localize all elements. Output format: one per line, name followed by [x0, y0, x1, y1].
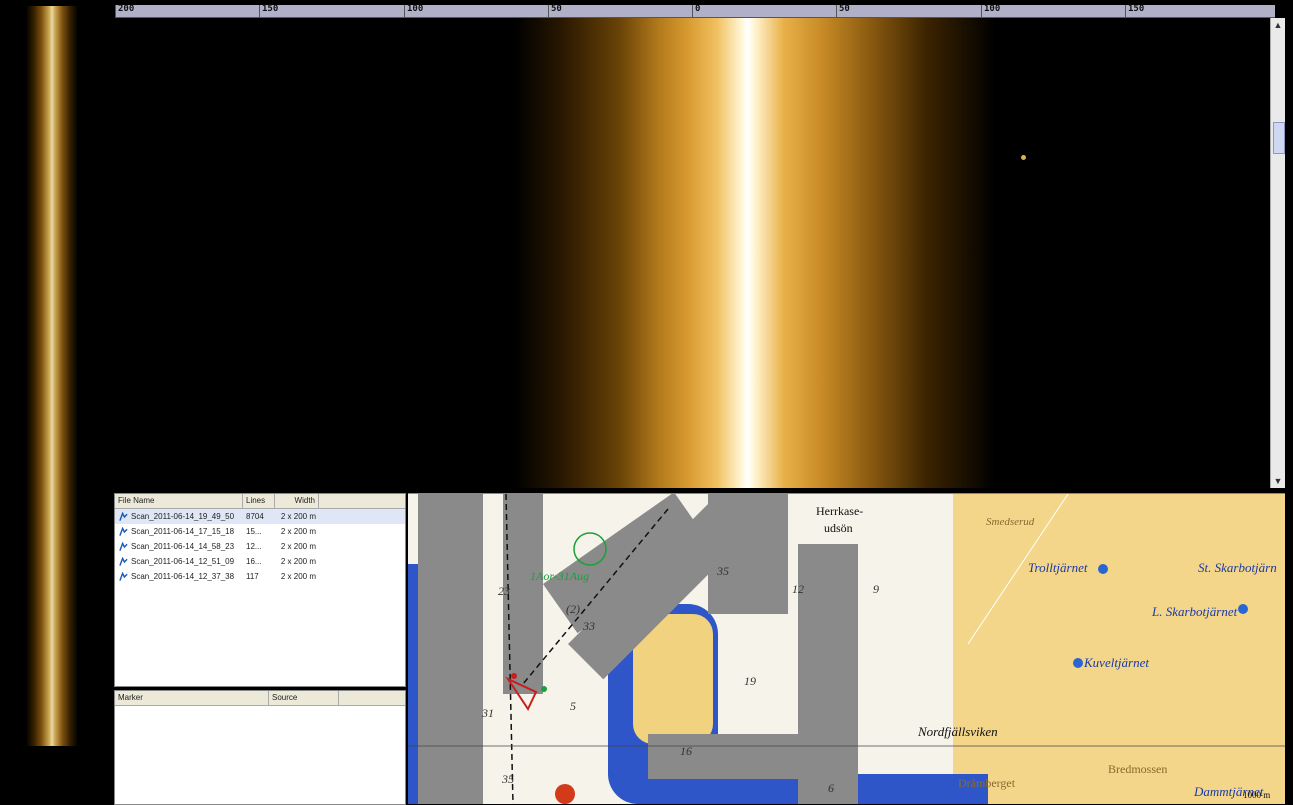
column-source[interactable]: Source [269, 691, 339, 705]
sonar-target [1021, 155, 1026, 160]
file-lines: 12... [246, 542, 262, 551]
map-label-kuveltjarnet: Kuveltjärnet [1084, 655, 1149, 670]
depth-sounding: 23 [498, 584, 510, 598]
scan-file-icon [119, 526, 128, 536]
depth-sounding: 16 [680, 744, 692, 758]
file-lines: 16... [246, 557, 262, 566]
file-width: 2 x 200 m [280, 572, 316, 581]
depth-sounding: 19 [744, 674, 756, 688]
ruler-tick [836, 5, 837, 17]
scan-file-icon [119, 571, 128, 581]
depth-sounding: 12 [792, 582, 804, 596]
file-width: 2 x 200 m [280, 542, 316, 551]
column-width[interactable]: Width [275, 494, 319, 508]
ruler-tick [1125, 5, 1126, 17]
map-label-st-skarbotjarn: St. Skarbotjärn [1198, 560, 1277, 575]
ruler-tick [404, 5, 405, 17]
depth-sounding: (2) [566, 602, 580, 616]
file-list-panel: File Name Lines Width Scan_2011-06-14_19… [114, 493, 406, 687]
scan-file-icon [119, 556, 128, 566]
file-name: Scan_2011-06-14_12_51_09 [131, 557, 235, 566]
depth-sounding: 5 [570, 699, 576, 713]
file-row[interactable]: Scan_2011-06-14_14_58_23 12... 2 x 200 m [115, 539, 405, 554]
scrollbar-thumb[interactable] [1273, 122, 1285, 154]
depth-sounding: 35 [717, 564, 729, 578]
sonar-image-view[interactable] [115, 18, 1270, 488]
survey-track [648, 734, 808, 779]
sonar-vertical-scrollbar[interactable]: ▲ ▼ [1270, 18, 1285, 488]
range-ruler: 200 150 100 50 0 50 100 150 [115, 4, 1275, 18]
chevron-up-icon[interactable]: ▲ [1273, 20, 1283, 30]
map-label-dammtjarnet: Dammtjärnet [1194, 784, 1264, 799]
ruler-label: 100 [984, 4, 1001, 14]
file-row[interactable]: Scan_2011-06-14_17_15_18 15... 2 x 200 m [115, 524, 405, 539]
depth-sounding: 9 [873, 582, 879, 596]
map-label-herrkase: Herrkase- [816, 504, 864, 518]
marker-label[interactable]: 1Aor-31Aug [530, 569, 590, 583]
ruler-tick [981, 5, 982, 17]
file-row[interactable]: Scan_2011-06-14_19_49_50 8704 2 x 200 m [115, 509, 405, 524]
lake [1238, 604, 1248, 614]
file-row[interactable]: Scan_2011-06-14_12_37_38 117 2 x 200 m [115, 569, 405, 584]
column-file-name[interactable]: File Name [115, 494, 243, 508]
waterfall-overview[interactable] [0, 0, 110, 803]
file-lines: 117 [246, 572, 259, 581]
column-marker[interactable]: Marker [115, 691, 269, 705]
marker-list-header: Marker Source [115, 691, 405, 706]
ruler-tick [115, 5, 116, 17]
depth-sounding: 35 [502, 772, 514, 786]
ruler-label: 100 [407, 4, 424, 14]
survey-track [798, 544, 858, 804]
map-label-trolltjarnet: Trolltjärnet [1028, 560, 1088, 575]
track-lines [408, 494, 1285, 804]
file-name: Scan_2011-06-14_14_58_23 [131, 542, 235, 551]
file-row[interactable]: Scan_2011-06-14_12_51_09 16... 2 x 200 m [115, 554, 405, 569]
lake [1073, 658, 1083, 668]
file-name: Scan_2011-06-14_19_49_50 [131, 512, 235, 521]
map-scale-label: 1000 m [1243, 790, 1271, 800]
survey-track [418, 494, 483, 804]
depth-sounding: 6 [828, 781, 834, 795]
lake [1098, 564, 1108, 574]
file-lines: 8704 [246, 512, 264, 521]
survey-track [708, 494, 788, 614]
file-name: Scan_2011-06-14_17_15_18 [131, 527, 235, 536]
ruler-label: 50 [551, 4, 562, 14]
ruler-label: 0 [695, 4, 701, 14]
map-label-l-skarbotjarnet: L. Skarbotjärnet [1152, 604, 1238, 619]
file-list-header: File Name Lines Width [115, 494, 405, 509]
file-width: 2 x 200 m [280, 512, 316, 521]
survey-track [503, 494, 543, 694]
land-area [953, 494, 1285, 804]
ruler-label: 50 [839, 4, 850, 14]
chevron-down-icon[interactable]: ▼ [1273, 476, 1283, 486]
scan-file-icon [119, 511, 128, 521]
marker-list-panel: Marker Source [114, 690, 406, 805]
depth-sounding: 31 [482, 706, 494, 720]
ruler-label: 200 [118, 4, 135, 14]
map-label-smedserud: Smedserud [986, 516, 1035, 528]
file-width: 2 x 200 m [280, 527, 316, 536]
file-name: Scan_2011-06-14_12_37_38 [131, 572, 235, 581]
column-lines[interactable]: Lines [243, 494, 275, 508]
ruler-tick [548, 5, 549, 17]
depth-sounding: 33 [583, 619, 595, 633]
ruler-label: 150 [1128, 4, 1145, 14]
file-width: 2 x 200 m [280, 557, 316, 566]
map-label-udson: udsön [824, 521, 853, 535]
sonar-swath [515, 18, 995, 488]
scan-file-icon [119, 541, 128, 551]
map-label-bredmossen: Bredmossen [1108, 762, 1168, 776]
file-lines: 15... [246, 527, 262, 536]
waterfall-strip [26, 6, 78, 746]
chart-map[interactable]: Herrkase- udsön Smedserud Trolltjärnet S… [408, 493, 1285, 804]
map-label-dramberget: Dråmberget [958, 776, 1016, 790]
map-label-nordfjallsviken: Nordfjällsviken [918, 724, 998, 739]
ruler-tick [259, 5, 260, 17]
ruler-tick [692, 5, 693, 17]
ruler-label: 150 [262, 4, 279, 14]
